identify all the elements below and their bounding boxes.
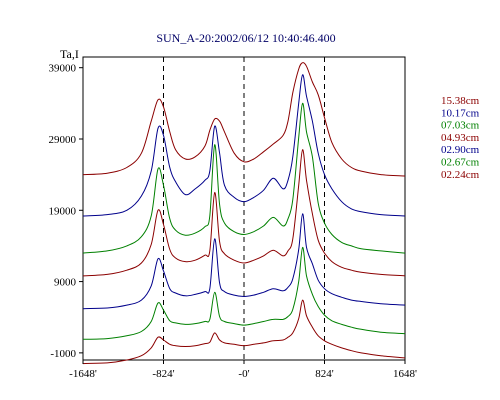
x-axis-ticks: -1648' -824' -0' 824' 1648' — [69, 360, 417, 380]
x-tick-label: -1648' — [69, 368, 97, 380]
legend-item-04.93cm: 04.93cm — [441, 132, 480, 144]
series-line-02.90cm — [82, 213, 406, 310]
x-tick-label: 1648' — [393, 368, 417, 380]
series-line-02.24cm — [82, 299, 406, 365]
y-axis-label: Ta,I — [60, 47, 79, 61]
x-tick-label: 824' — [315, 368, 334, 380]
series-layer — [82, 62, 406, 365]
y-axis-ticks: -1000 9000 19000 29000 39000 — [49, 63, 83, 360]
y-tick-label: 9000 — [54, 277, 77, 289]
legend-item-02.90cm: 02.90cm — [441, 144, 480, 156]
y-tick-label: 29000 — [49, 134, 77, 146]
legend-item-02.24cm: 02.24cm — [441, 169, 480, 181]
legend: 15.38cm10.17cm07.03cm04.93cm02.90cm02.67… — [441, 95, 480, 181]
y-tick-label: 39000 — [49, 63, 77, 75]
series-line-02.67cm — [82, 246, 406, 340]
reference-lines — [163, 57, 325, 360]
series-line-15.38cm — [82, 62, 406, 177]
x-tick-label: -824' — [152, 368, 174, 380]
series-line-07.03cm — [82, 102, 406, 254]
series-line-10.17cm — [82, 74, 406, 217]
y-tick-label: -1000 — [50, 348, 76, 360]
x-tick-label: -0' — [238, 368, 249, 380]
legend-item-07.03cm: 07.03cm — [441, 120, 480, 132]
legend-item-10.17cm: 10.17cm — [441, 107, 480, 119]
chart-title: SUN_A-20:2002/06/12 10:40:46.400 — [156, 31, 335, 45]
legend-item-15.38cm: 15.38cm — [441, 95, 480, 107]
y-tick-label: 19000 — [49, 205, 77, 217]
legend-item-02.67cm: 02.67cm — [441, 157, 480, 169]
series-line-04.93cm — [82, 149, 406, 277]
